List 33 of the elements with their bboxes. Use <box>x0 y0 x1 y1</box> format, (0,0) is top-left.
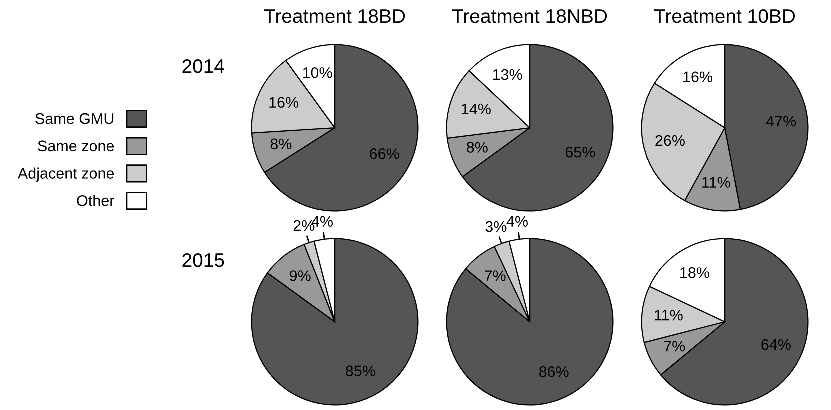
data-label: 65% <box>566 146 596 158</box>
data-label: 11% <box>702 177 730 188</box>
legend-label: Same GMU <box>36 113 114 124</box>
legend-label: Same zone <box>38 140 114 152</box>
chart-title: Treatment 18BD <box>264 9 406 24</box>
data-label: 18% <box>680 268 710 278</box>
data-label: 3% <box>486 221 507 232</box>
text: 2015 <box>182 253 224 268</box>
data-label: 11% <box>655 310 683 321</box>
chart-title: Treatment 10BD <box>654 9 796 24</box>
data-label: 85% <box>346 366 376 377</box>
text: 2014 <box>182 59 224 74</box>
legend-label: Other <box>77 195 114 206</box>
pie-slice <box>251 238 419 406</box>
legend-label: Adjacent zone <box>18 168 114 182</box>
data-label: 13% <box>493 69 522 80</box>
data-label: 16% <box>684 72 712 83</box>
data-label: 10% <box>303 67 332 78</box>
data-label: 26% <box>656 135 685 146</box>
data-label: 8% <box>467 142 488 153</box>
data-label: 7% <box>485 270 506 282</box>
data-label: 7% <box>664 341 686 352</box>
data-label: 9% <box>290 270 311 282</box>
pie-slice <box>446 238 614 406</box>
data-label: 16% <box>270 97 299 108</box>
chart-title: Treatment 18NBD <box>452 9 608 24</box>
data-label: 66% <box>370 148 400 160</box>
data-label: 8% <box>270 138 292 150</box>
data-label: 64% <box>762 339 791 350</box>
data-label: 4% <box>506 216 528 227</box>
data-label: 47% <box>766 116 796 127</box>
data-label: 86% <box>539 366 569 378</box>
data-label: 14% <box>462 104 491 115</box>
